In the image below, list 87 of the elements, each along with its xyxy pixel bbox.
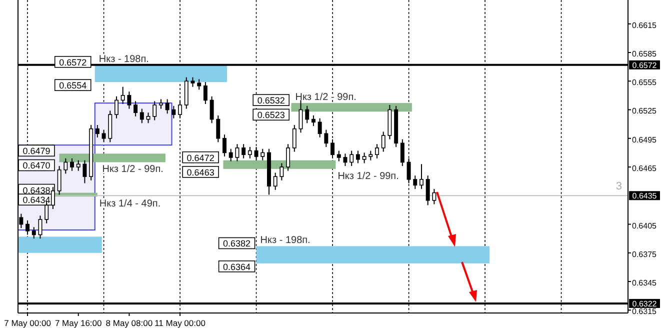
y-tick-label: 0.6345	[632, 278, 658, 288]
annotation: 0.6554	[59, 80, 87, 91]
annotation: 0.6479	[22, 146, 50, 156]
band-label: Нкз 1/2 - 99п.	[338, 170, 399, 182]
candlestick	[242, 144, 246, 159]
candlestick	[426, 175, 430, 206]
x-tick-label: 11 May 00:00	[154, 318, 206, 328]
annotation: 0.6382	[223, 238, 251, 249]
band-label: Нкз - 198п.	[98, 54, 149, 65]
candlestick	[197, 78, 202, 90]
candlestick	[210, 96, 214, 124]
candlestick	[273, 172, 278, 190]
candlestick	[222, 134, 226, 157]
band-label: Нкз 1/2 - 99п.	[295, 92, 356, 104]
y-tick-label: 0.6495	[632, 135, 658, 144]
candlestick	[350, 150, 354, 167]
candlestick	[127, 91, 132, 110]
ref-line-label: 0.6572	[632, 60, 658, 70]
candlestick	[336, 150, 341, 162]
y-tick-label: 0.6525	[632, 106, 658, 116]
candlestick	[420, 164, 424, 190]
candlestick	[413, 175, 418, 190]
annotation: 0.6472	[186, 152, 214, 163]
candlestick	[120, 86, 125, 105]
y-tick-label: 0.6315	[632, 307, 658, 316]
candlestick	[228, 148, 233, 162]
candlestick	[400, 138, 404, 167]
annotation: 0.6572	[59, 57, 87, 68]
candlestick	[158, 98, 163, 110]
band-label: Нкз 1/2 - 99п.	[102, 164, 164, 176]
y-tick-label: 0.6405	[632, 221, 658, 230]
candlestick	[260, 148, 265, 161]
candlestick	[203, 82, 208, 105]
annotation: 0.6438	[22, 185, 50, 196]
candlestick	[102, 129, 106, 143]
annotation: 3	[616, 180, 622, 193]
y-tick-label: 0.6465	[632, 164, 658, 173]
candlestick	[114, 96, 118, 119]
ref-line-label: 0.6322	[632, 299, 658, 308]
candlestick	[343, 153, 348, 167]
y-tick-label: 0.6375	[632, 250, 658, 259]
ref-line-label: 0.6435	[632, 192, 658, 201]
candlestick	[356, 150, 360, 164]
y-tick-label: 0.6615	[632, 20, 658, 30]
annotation: 0.6434	[22, 195, 50, 206]
candlestick	[190, 76, 195, 88]
candlestick	[32, 226, 36, 240]
candlestick	[311, 114, 316, 126]
candlestick	[95, 124, 100, 138]
candlestick	[235, 144, 240, 162]
candlestick	[362, 152, 366, 164]
candlestick	[324, 129, 328, 148]
y-tick-label: 0.6585	[632, 49, 658, 58]
candlestick	[70, 158, 74, 172]
band-label: Нкз - 198п.	[260, 235, 310, 246]
candlestick	[57, 166, 62, 196]
x-tick-label: 8 May 08:00	[106, 318, 153, 328]
candlestick	[292, 124, 296, 152]
candlestick	[381, 131, 386, 152]
candlestick	[375, 144, 379, 159]
annotation: 0.6364	[223, 262, 251, 272]
annotation: 0.6470	[22, 160, 50, 171]
candlestick	[76, 160, 80, 172]
candlestick	[172, 105, 176, 119]
candlestick	[64, 158, 68, 174]
candlestick	[318, 118, 322, 138]
candlestick	[184, 76, 188, 110]
annotation: 0.6523	[257, 110, 285, 120]
candlestick	[140, 108, 144, 124]
candlestick	[108, 110, 112, 143]
candlestick	[248, 146, 252, 159]
x-tick-label: 7 May 00:00	[4, 318, 52, 328]
candlestick	[286, 144, 290, 172]
y-tick-label: 0.6555	[632, 78, 658, 88]
candlestick	[216, 114, 220, 143]
candlestick	[368, 150, 373, 161]
candlestick	[280, 162, 284, 181]
candlestick	[152, 100, 157, 121]
annotation: 0.6532	[257, 96, 285, 106]
candlestick	[134, 100, 138, 117]
annotation: 0.6463	[186, 167, 214, 178]
candlestick	[82, 160, 87, 184]
candlestick	[305, 105, 310, 124]
x-tick-label: 7 May 16:00	[54, 318, 102, 328]
candlestick	[165, 98, 170, 114]
candlestick	[432, 188, 436, 205]
band-label: Нкз 1/4 - 49п.	[99, 198, 161, 210]
